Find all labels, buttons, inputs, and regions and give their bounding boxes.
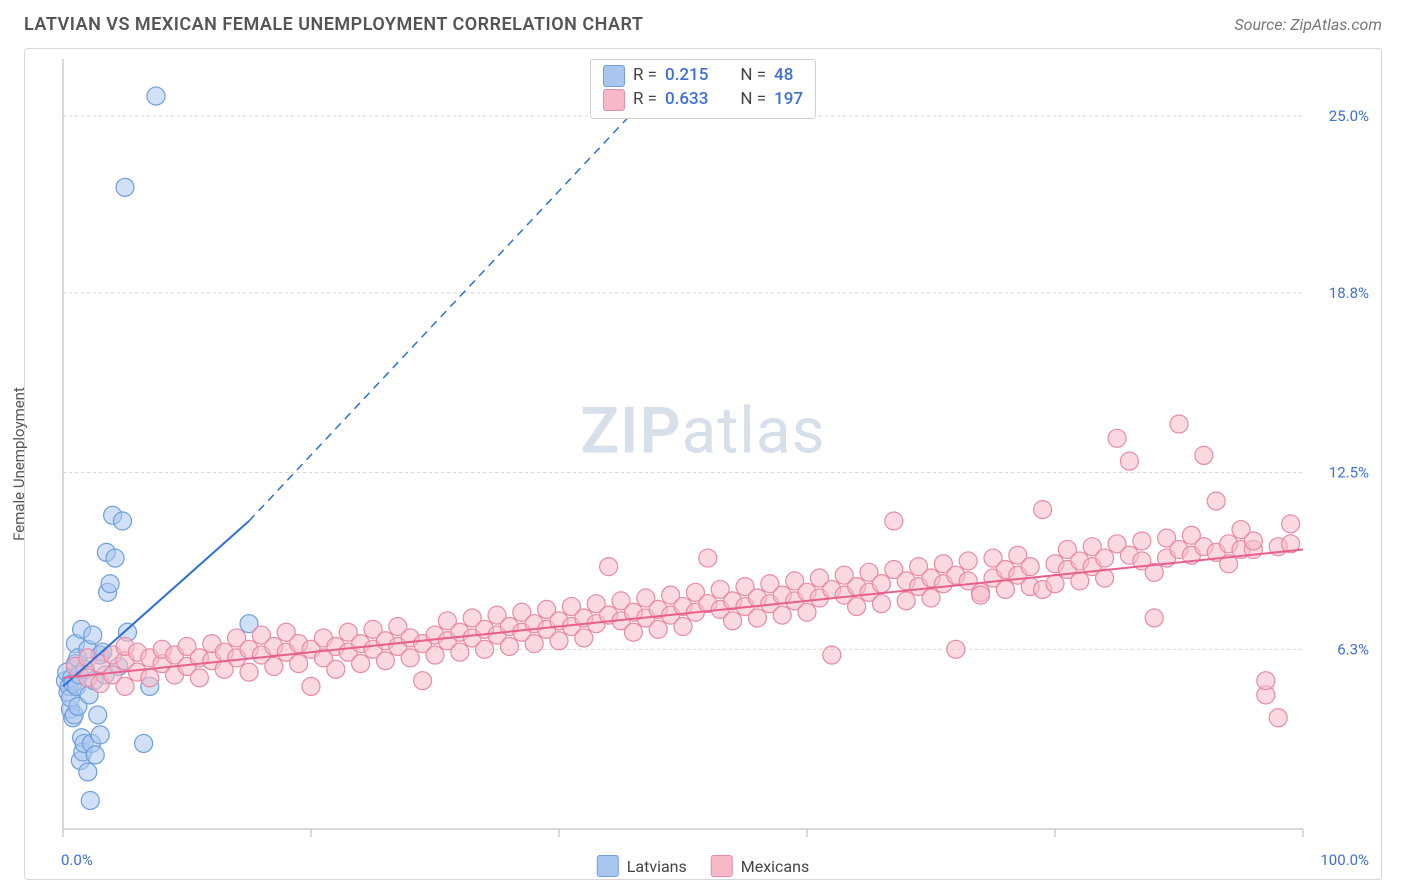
svg-text:25.0%: 25.0% xyxy=(1329,107,1369,125)
legend-row: R = 0.633 N = 197 xyxy=(603,88,803,112)
legend-row: R = 0.215 N = 48 xyxy=(603,64,803,88)
series-legend-item: Mexicans xyxy=(711,855,809,877)
series-legend-label: Latvians xyxy=(627,857,687,876)
chart-source: Source: ZipAtlas.com xyxy=(1234,15,1382,34)
svg-text:6.3%: 6.3% xyxy=(1337,640,1369,658)
legend-r-value: 0.215 xyxy=(665,64,708,88)
legend-swatch xyxy=(603,65,625,87)
svg-text:12.5%: 12.5% xyxy=(1329,464,1369,482)
legend-n-value: 197 xyxy=(774,88,803,112)
chart-title: LATVIAN VS MEXICAN FEMALE UNEMPLOYMENT C… xyxy=(24,14,643,35)
series-legend-item: Latvians xyxy=(597,855,687,877)
y-axis-label: Female Unemployment xyxy=(10,387,28,541)
legend-swatch xyxy=(711,855,733,877)
correlation-legend: R = 0.215 N = 48 R = 0.633 N = 197 xyxy=(590,59,816,119)
legend-swatch xyxy=(597,855,619,877)
legend-n-value: 48 xyxy=(774,64,793,88)
series-legend-label: Mexicans xyxy=(741,857,809,876)
legend-n-label: N = xyxy=(740,88,766,112)
legend-r-value: 0.633 xyxy=(665,88,708,112)
svg-text:18.8%: 18.8% xyxy=(1329,284,1369,302)
svg-text:0.0%: 0.0% xyxy=(61,851,93,869)
scatter-plot: 6.3% 12.5% 18.8% 25.0% 0.0% 100.0% xyxy=(25,49,1381,879)
chart-container: Female Unemployment 6.3%12.5%18.8%25.0%0… xyxy=(24,48,1382,880)
series-legend: Latvians Mexicans xyxy=(597,855,809,877)
legend-r-label: R = xyxy=(633,88,657,112)
chart-header: LATVIAN VS MEXICAN FEMALE UNEMPLOYMENT C… xyxy=(24,14,1382,35)
legend-r-label: R = xyxy=(633,64,657,88)
svg-text:100.0%: 100.0% xyxy=(1320,851,1369,869)
legend-n-label: N = xyxy=(740,64,766,88)
legend-swatch xyxy=(603,89,625,111)
